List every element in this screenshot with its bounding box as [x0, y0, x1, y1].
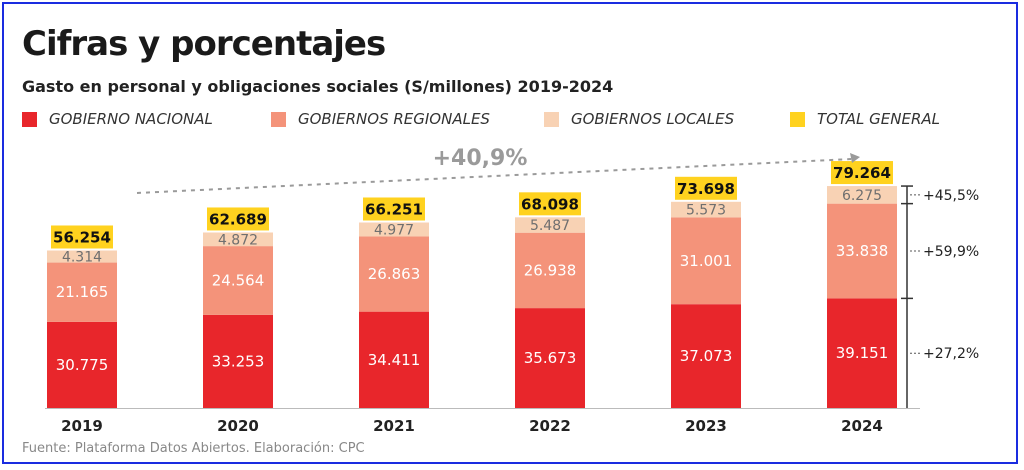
bar-gobiernos-locales-2024	[827, 186, 897, 204]
total-label: 66.251	[365, 200, 423, 218]
growth-label-gobiernos-regionales: +59,9%	[923, 244, 979, 260]
bar-gobiernos-locales-2021	[359, 222, 429, 237]
legend-swatch-gobiernos-regionales	[271, 111, 286, 127]
data-label: 5.573	[686, 203, 726, 219]
bar-gobierno-nacional-2020	[203, 314, 273, 408]
data-label: 30.775	[56, 356, 109, 374]
legend-label: GOBIERNO NACIONAL	[49, 110, 213, 128]
legend-item-gobierno-nacional: GOBIERNO NACIONAL	[22, 110, 213, 128]
growth-arrow-head	[850, 153, 860, 163]
bar-gobiernos-regionales-2019	[47, 262, 117, 322]
data-label: 34.411	[368, 351, 421, 369]
data-label: 4.314	[62, 250, 102, 266]
legend-swatch-gobierno-nacional	[22, 111, 37, 127]
data-label: 4.872	[218, 232, 258, 248]
bar-gobiernos-regionales-2024	[827, 203, 897, 299]
total-badge-2021	[363, 197, 425, 221]
bar-gobiernos-locales-2019	[47, 250, 117, 263]
total-label: 73.698	[677, 180, 735, 198]
total-badge-2024	[831, 161, 893, 185]
x-tick-label: 2021	[373, 417, 415, 435]
data-label: 21.165	[56, 283, 109, 301]
growth-arrow-line	[136, 158, 853, 194]
bar-gobiernos-regionales-2020	[203, 246, 273, 315]
total-label: 62.689	[209, 210, 267, 228]
data-label: 5.487	[530, 218, 570, 234]
bar-gobierno-nacional-2023	[671, 304, 741, 408]
data-label: 37.073	[680, 347, 733, 365]
legend-swatch-total-general	[790, 111, 805, 127]
total-label: 79.264	[833, 164, 891, 182]
legend-item-gobiernos-locales: GOBIERNOS LOCALES	[544, 110, 734, 128]
x-tick-label: 2022	[529, 417, 571, 435]
legend-label: GOBIERNOS LOCALES	[571, 110, 735, 128]
x-tick-label: 2019	[61, 417, 103, 435]
bar-gobiernos-regionales-2023	[671, 217, 741, 305]
x-tick-label: 2023	[685, 417, 727, 435]
bar-gobierno-nacional-2024	[827, 298, 897, 408]
legend-item-total-general: TOTAL GENERAL	[790, 110, 940, 128]
total-badge-2020	[207, 207, 269, 231]
legend: GOBIERNO NACIONAL GOBIERNOS REGIONALES G…	[0, 110, 1024, 134]
growth-label-gobierno-nacional: +27,2%	[923, 346, 979, 362]
bar-gobiernos-locales-2023	[671, 201, 741, 218]
chart-frame	[2, 2, 1018, 464]
total-label: 68.098	[521, 195, 579, 213]
total-badge-2019	[51, 225, 113, 249]
source-note: Fuente: Plataforma Datos Abiertos. Elabo…	[22, 441, 365, 456]
legend-item-gobiernos-regionales: GOBIERNOS REGIONALES	[271, 110, 490, 128]
data-label: 31.001	[680, 252, 733, 270]
total-label: 56.254	[53, 228, 111, 246]
data-label: 24.564	[212, 272, 265, 290]
data-label: 33.838	[836, 242, 889, 260]
data-label: 4.977	[374, 222, 414, 238]
x-tick-label: 2024	[841, 417, 883, 435]
chart-subtitle: Gasto en personal y obligaciones sociale…	[22, 77, 614, 96]
data-label: 26.863	[368, 265, 421, 283]
bar-gobierno-nacional-2019	[47, 321, 117, 408]
bar-gobierno-nacional-2022	[515, 308, 585, 408]
total-badge-2023	[675, 176, 737, 200]
x-tick-label: 2020	[217, 417, 259, 435]
bar-gobiernos-locales-2022	[515, 217, 585, 233]
growth-overall-label: +40,9%	[433, 146, 528, 171]
bar-gobiernos-regionales-2022	[515, 232, 585, 309]
legend-label: TOTAL GENERAL	[817, 110, 940, 128]
data-label: 39.151	[836, 344, 889, 362]
growth-label-gobiernos-locales: +45,5%	[923, 188, 979, 204]
legend-label: GOBIERNOS REGIONALES	[298, 110, 490, 128]
total-badge-2022	[519, 192, 581, 216]
data-label: 33.253	[212, 352, 265, 370]
bar-gobiernos-locales-2020	[203, 232, 273, 247]
data-label: 26.938	[524, 261, 577, 279]
data-label: 6.275	[842, 188, 882, 204]
bar-gobierno-nacional-2021	[359, 311, 429, 408]
bar-gobiernos-regionales-2021	[359, 236, 429, 312]
chart-title: Cifras y porcentajes	[22, 24, 386, 64]
data-label: 35.673	[524, 349, 577, 367]
legend-swatch-gobiernos-locales	[544, 111, 559, 127]
